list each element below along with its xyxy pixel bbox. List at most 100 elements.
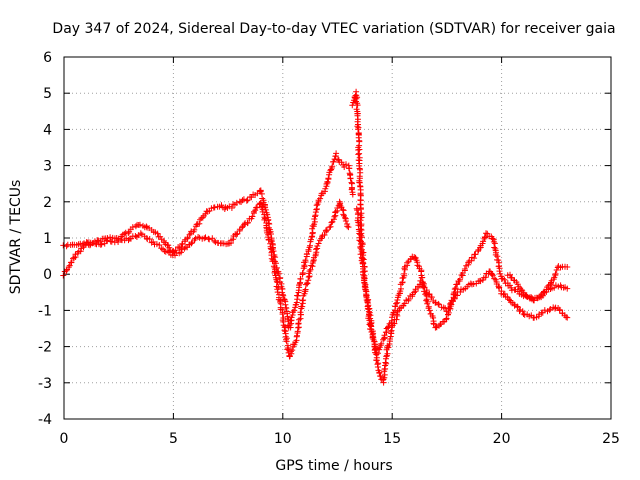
data-point <box>357 251 364 258</box>
y-tick-label: 3 <box>43 159 52 175</box>
data-point <box>556 306 563 313</box>
data-point <box>454 281 461 288</box>
data-point <box>249 213 256 220</box>
data-point <box>192 235 199 242</box>
data-point <box>125 230 132 237</box>
plot-frame <box>63 56 612 420</box>
data-point <box>383 360 390 367</box>
data-point <box>564 314 571 321</box>
data-point <box>349 102 356 109</box>
data-point <box>283 338 290 345</box>
data-point <box>411 289 418 296</box>
data-point <box>313 246 319 253</box>
data-point <box>68 259 75 266</box>
data-point <box>324 178 331 185</box>
data-point <box>374 364 381 370</box>
data-point <box>506 296 512 303</box>
data-point <box>347 175 354 182</box>
axis-ticks: 0 5 10 15 20 25 -4 -3 -2 -1 0 1 2 3 4 5 6 <box>38 50 620 447</box>
data-point <box>401 270 408 277</box>
data-point <box>211 237 218 244</box>
data-point <box>233 199 240 206</box>
data-point <box>287 317 294 324</box>
data-point <box>378 340 385 347</box>
chart-title: Day 347 of 2024, Sidereal Day-to-day VTE… <box>52 21 615 37</box>
data-point <box>357 237 364 244</box>
y-tick-label: 4 <box>43 122 52 138</box>
data-point <box>381 332 388 339</box>
data-point <box>243 197 250 204</box>
data-point <box>443 315 450 322</box>
data-point <box>482 274 489 281</box>
data-point <box>202 234 209 241</box>
data-point <box>419 274 426 281</box>
data-point <box>357 231 364 238</box>
data-point <box>283 305 290 312</box>
data-point <box>401 300 408 307</box>
data-point <box>196 220 203 227</box>
data-point <box>271 269 278 276</box>
data-point <box>472 251 479 258</box>
data-point <box>274 289 281 296</box>
data-point <box>70 255 76 262</box>
data-point <box>137 230 144 237</box>
data-point <box>311 216 318 222</box>
data-point <box>265 237 272 243</box>
series-track-d <box>353 205 571 357</box>
data-point <box>107 234 114 241</box>
data-point <box>354 123 361 130</box>
data-point <box>344 223 351 230</box>
data-point <box>325 175 332 182</box>
series-track-e <box>504 263 571 304</box>
data-point <box>228 205 235 211</box>
data-point <box>348 186 355 193</box>
data-point <box>354 94 361 101</box>
data-point <box>564 285 571 292</box>
data-point <box>79 241 86 248</box>
data-point <box>331 213 338 220</box>
data-point <box>165 242 172 249</box>
y-tick-label: 2 <box>43 195 52 211</box>
data-point <box>291 307 298 314</box>
data-point <box>496 284 503 291</box>
data-point <box>360 271 367 278</box>
data-point <box>461 266 468 272</box>
data-point <box>60 242 67 249</box>
data-point <box>261 216 268 223</box>
data-point <box>511 302 518 309</box>
y-tick-label: -1 <box>38 303 52 319</box>
data-point <box>178 249 184 256</box>
data-point <box>188 240 195 247</box>
data-point <box>364 303 371 310</box>
data-point <box>268 231 274 237</box>
data-point <box>289 347 296 354</box>
data-point <box>411 254 418 260</box>
data-point <box>355 126 361 133</box>
data-point <box>451 286 458 293</box>
data-point <box>435 300 442 307</box>
data-point <box>98 241 105 248</box>
data-point <box>146 236 153 242</box>
data-point <box>206 236 213 243</box>
data-point <box>281 327 288 334</box>
data-point <box>305 277 312 284</box>
series-track-c <box>349 88 571 386</box>
data-point <box>382 359 389 366</box>
data-point <box>129 224 136 231</box>
data-point <box>299 269 306 276</box>
data-point <box>340 211 347 218</box>
x-tick-label: 5 <box>169 431 178 447</box>
data-point <box>358 257 365 264</box>
data-point <box>306 268 313 275</box>
data-point <box>181 245 188 252</box>
y-axis-label: SDTVAR / TECUs <box>8 180 24 295</box>
data-point <box>342 214 348 221</box>
data-point <box>457 276 463 283</box>
x-tick-label: 25 <box>602 431 620 447</box>
data-point <box>66 262 73 269</box>
data-point <box>279 311 286 318</box>
data-point <box>376 370 383 377</box>
data-point <box>297 309 304 316</box>
data-point <box>211 204 218 211</box>
